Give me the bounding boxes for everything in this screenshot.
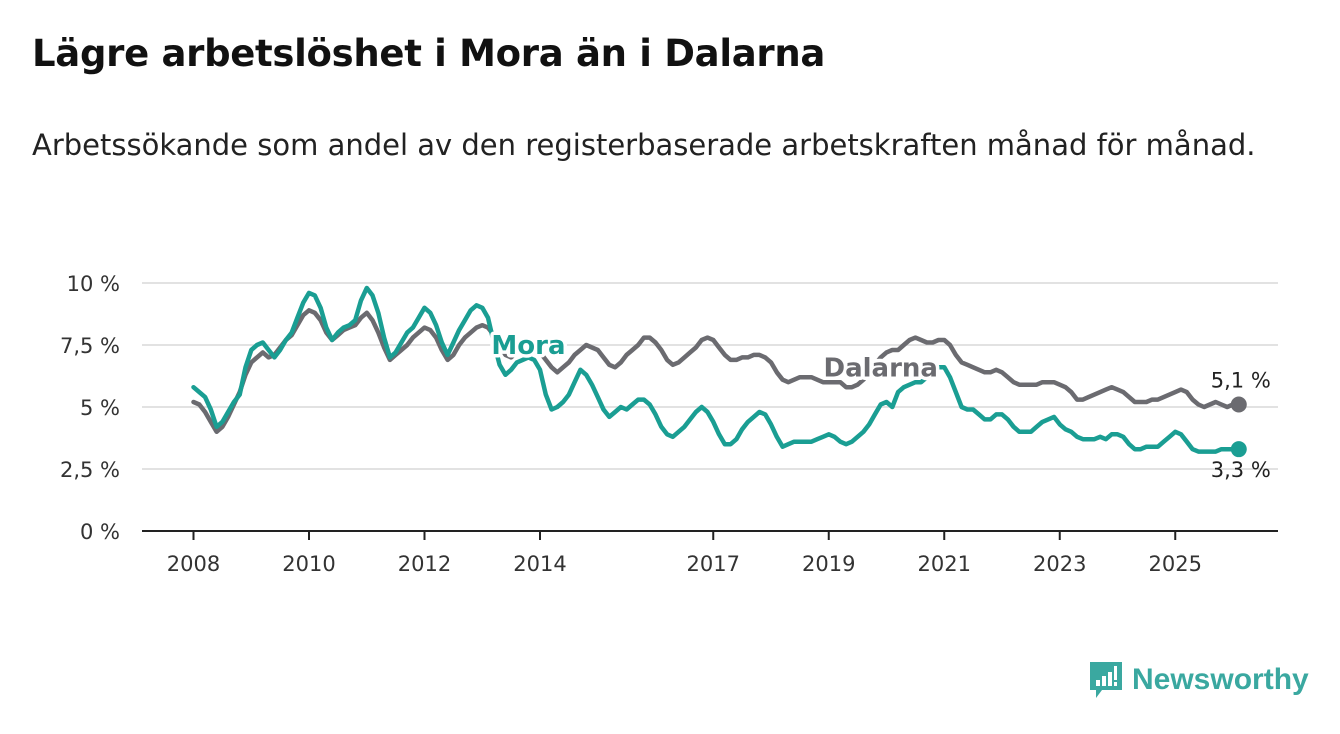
brand-name: Newsworthy xyxy=(1132,663,1309,696)
x-tick-label: 2014 xyxy=(513,552,566,576)
chart-subtitle: Arbetssökande som andel av den registerb… xyxy=(32,128,1256,162)
chart-title: Lägre arbetslöshet i Mora än i Dalarna xyxy=(32,32,826,75)
x-tick-label: 2012 xyxy=(398,552,451,576)
series-end-marker-mora xyxy=(1230,441,1247,458)
x-axis: 2008 2010 2012 2014 2017 2019 2021 2023 2025 xyxy=(142,530,1278,576)
x-tick-label: 2019 xyxy=(802,552,855,576)
annotation-layer: 5,1 % 3,3 % Mora Dalarna xyxy=(488,328,1271,483)
x-tick-label: 2017 xyxy=(687,552,740,576)
y-tick-label: 0 % xyxy=(80,520,120,544)
y-axis: 0 % 2,5 % 5 % 7,5 % 10 % xyxy=(60,272,120,544)
series-layer xyxy=(191,285,1247,458)
y-tick-label: 5 % xyxy=(80,396,120,420)
end-label-dalarna: 5,1 % xyxy=(1211,369,1271,393)
end-label-mora: 3,3 % xyxy=(1211,458,1271,482)
x-tick-label: 2025 xyxy=(1149,552,1202,576)
series-label-mora: Mora xyxy=(491,331,565,361)
brand: Newsworthy xyxy=(1088,660,1309,700)
series-line-mora xyxy=(191,285,1242,454)
grid-layer xyxy=(142,282,1278,470)
series-line-dalarna xyxy=(191,308,1242,435)
line-chart: 0 % 2,5 % 5 % 7,5 % 10 % 2008 2010 2012 2014 201… xyxy=(60,272,1278,576)
newsworthy-logo-icon xyxy=(1090,662,1122,698)
x-tick-label: 2021 xyxy=(918,552,971,576)
y-tick-label: 7,5 % xyxy=(60,334,120,358)
x-tick-label: 2010 xyxy=(282,552,335,576)
y-tick-label: 2,5 % xyxy=(60,458,120,482)
x-tick-label: 2023 xyxy=(1033,552,1086,576)
series-end-marker-dalarna xyxy=(1230,396,1247,413)
y-tick-label: 10 % xyxy=(67,272,120,296)
x-tick-label: 2008 xyxy=(167,552,220,576)
series-label-dalarna: Dalarna xyxy=(823,353,937,383)
